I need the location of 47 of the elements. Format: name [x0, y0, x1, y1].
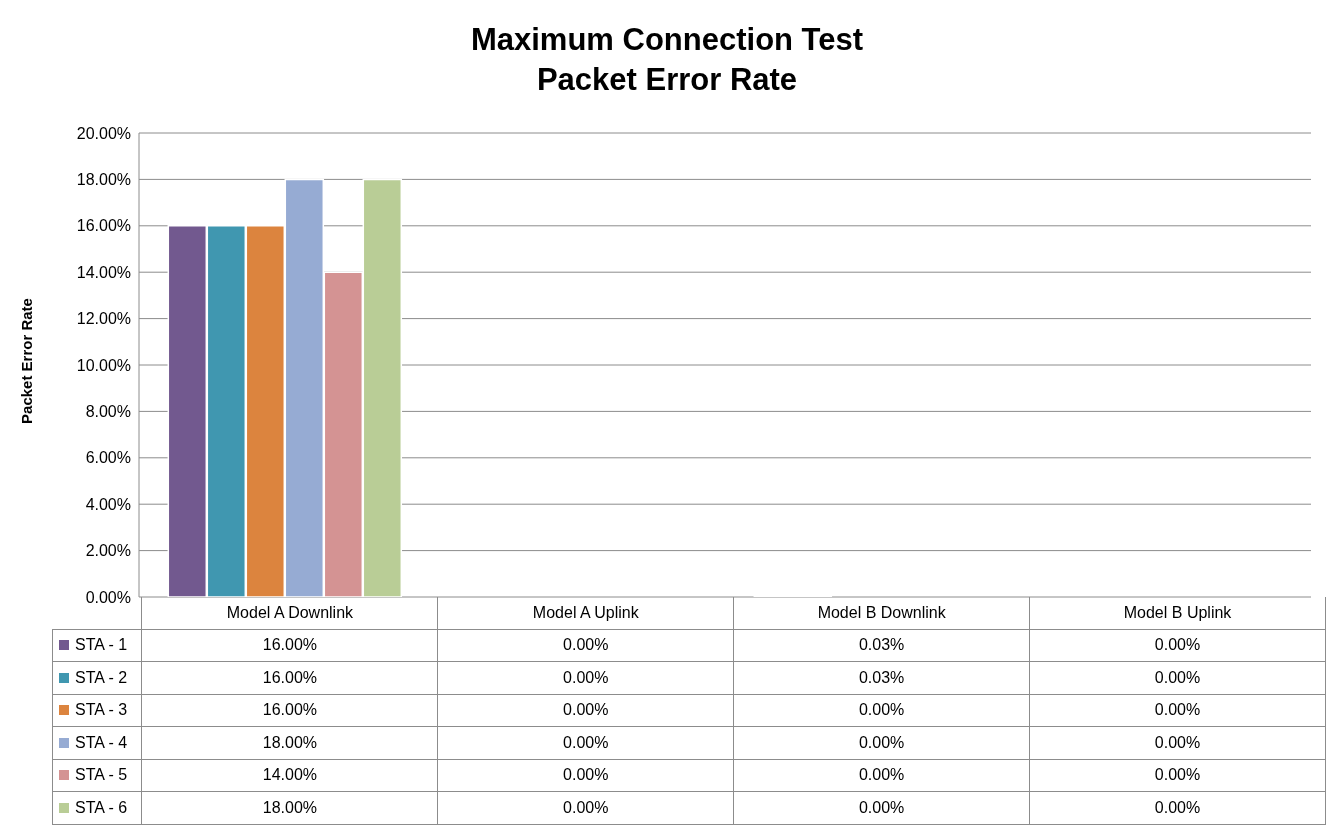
legend-label: STA - 3	[52, 694, 142, 727]
data-label: 0.00%	[733, 791, 1030, 824]
y-axis-title: Packet Error Rate	[17, 298, 35, 424]
data-label: 0.00%	[437, 759, 734, 792]
x-tick-label: Model B Downlink	[733, 597, 1030, 629]
x-tick-label: Model B Uplink	[1029, 597, 1326, 629]
y-tick-label: 0.00%	[85, 588, 131, 606]
y-tick-label: 16.00%	[76, 217, 131, 235]
data-label: 16.00%	[141, 629, 438, 662]
data-label: 0.00%	[437, 629, 734, 662]
data-label: 18.00%	[141, 791, 438, 824]
data-label: 0.03%	[733, 661, 1030, 694]
y-tick-label: 8.00%	[85, 403, 131, 421]
data-label: 0.00%	[437, 791, 734, 824]
data-label: 0.00%	[437, 694, 734, 727]
x-tick-label: Model A Uplink	[437, 597, 734, 629]
data-label: 0.03%	[733, 629, 1030, 662]
data-label: 16.00%	[141, 694, 438, 727]
data-label: 0.00%	[1029, 694, 1326, 727]
data-label: 0.00%	[437, 661, 734, 694]
y-tick-label: 12.00%	[76, 310, 131, 328]
data-label: 14.00%	[141, 759, 438, 792]
data-label: 16.00%	[141, 661, 438, 694]
chart-title: Maximum Connection Test Packet Error Rate	[469, 21, 865, 99]
legend-label: STA - 6	[52, 791, 142, 824]
legend-label: STA - 5	[52, 759, 142, 792]
x-tick-label: Model A Downlink	[141, 597, 438, 629]
data-label: 0.00%	[1029, 661, 1326, 694]
data-label: 0.00%	[733, 726, 1030, 759]
y-tick-label: 20.00%	[76, 124, 131, 142]
legend-label: STA - 1	[52, 629, 142, 662]
y-tick-label: 4.00%	[85, 495, 131, 513]
y-tick-label: 14.00%	[76, 263, 131, 281]
data-label: 18.00%	[141, 726, 438, 759]
data-label: 0.00%	[437, 726, 734, 759]
data-label: 0.00%	[1029, 759, 1326, 792]
legend-label: STA - 2	[52, 661, 142, 694]
y-tick-label: 10.00%	[76, 356, 131, 374]
y-tick-label: 18.00%	[76, 171, 131, 189]
y-tick-label: 2.00%	[85, 542, 131, 560]
data-label: 0.00%	[733, 694, 1030, 727]
y-tick-label: 6.00%	[85, 449, 131, 467]
data-label: 0.00%	[733, 759, 1030, 792]
data-label: 0.00%	[1029, 791, 1326, 824]
legend-label: STA - 4	[52, 726, 142, 759]
data-label: 0.00%	[1029, 629, 1326, 662]
data-label: 0.00%	[1029, 726, 1326, 759]
